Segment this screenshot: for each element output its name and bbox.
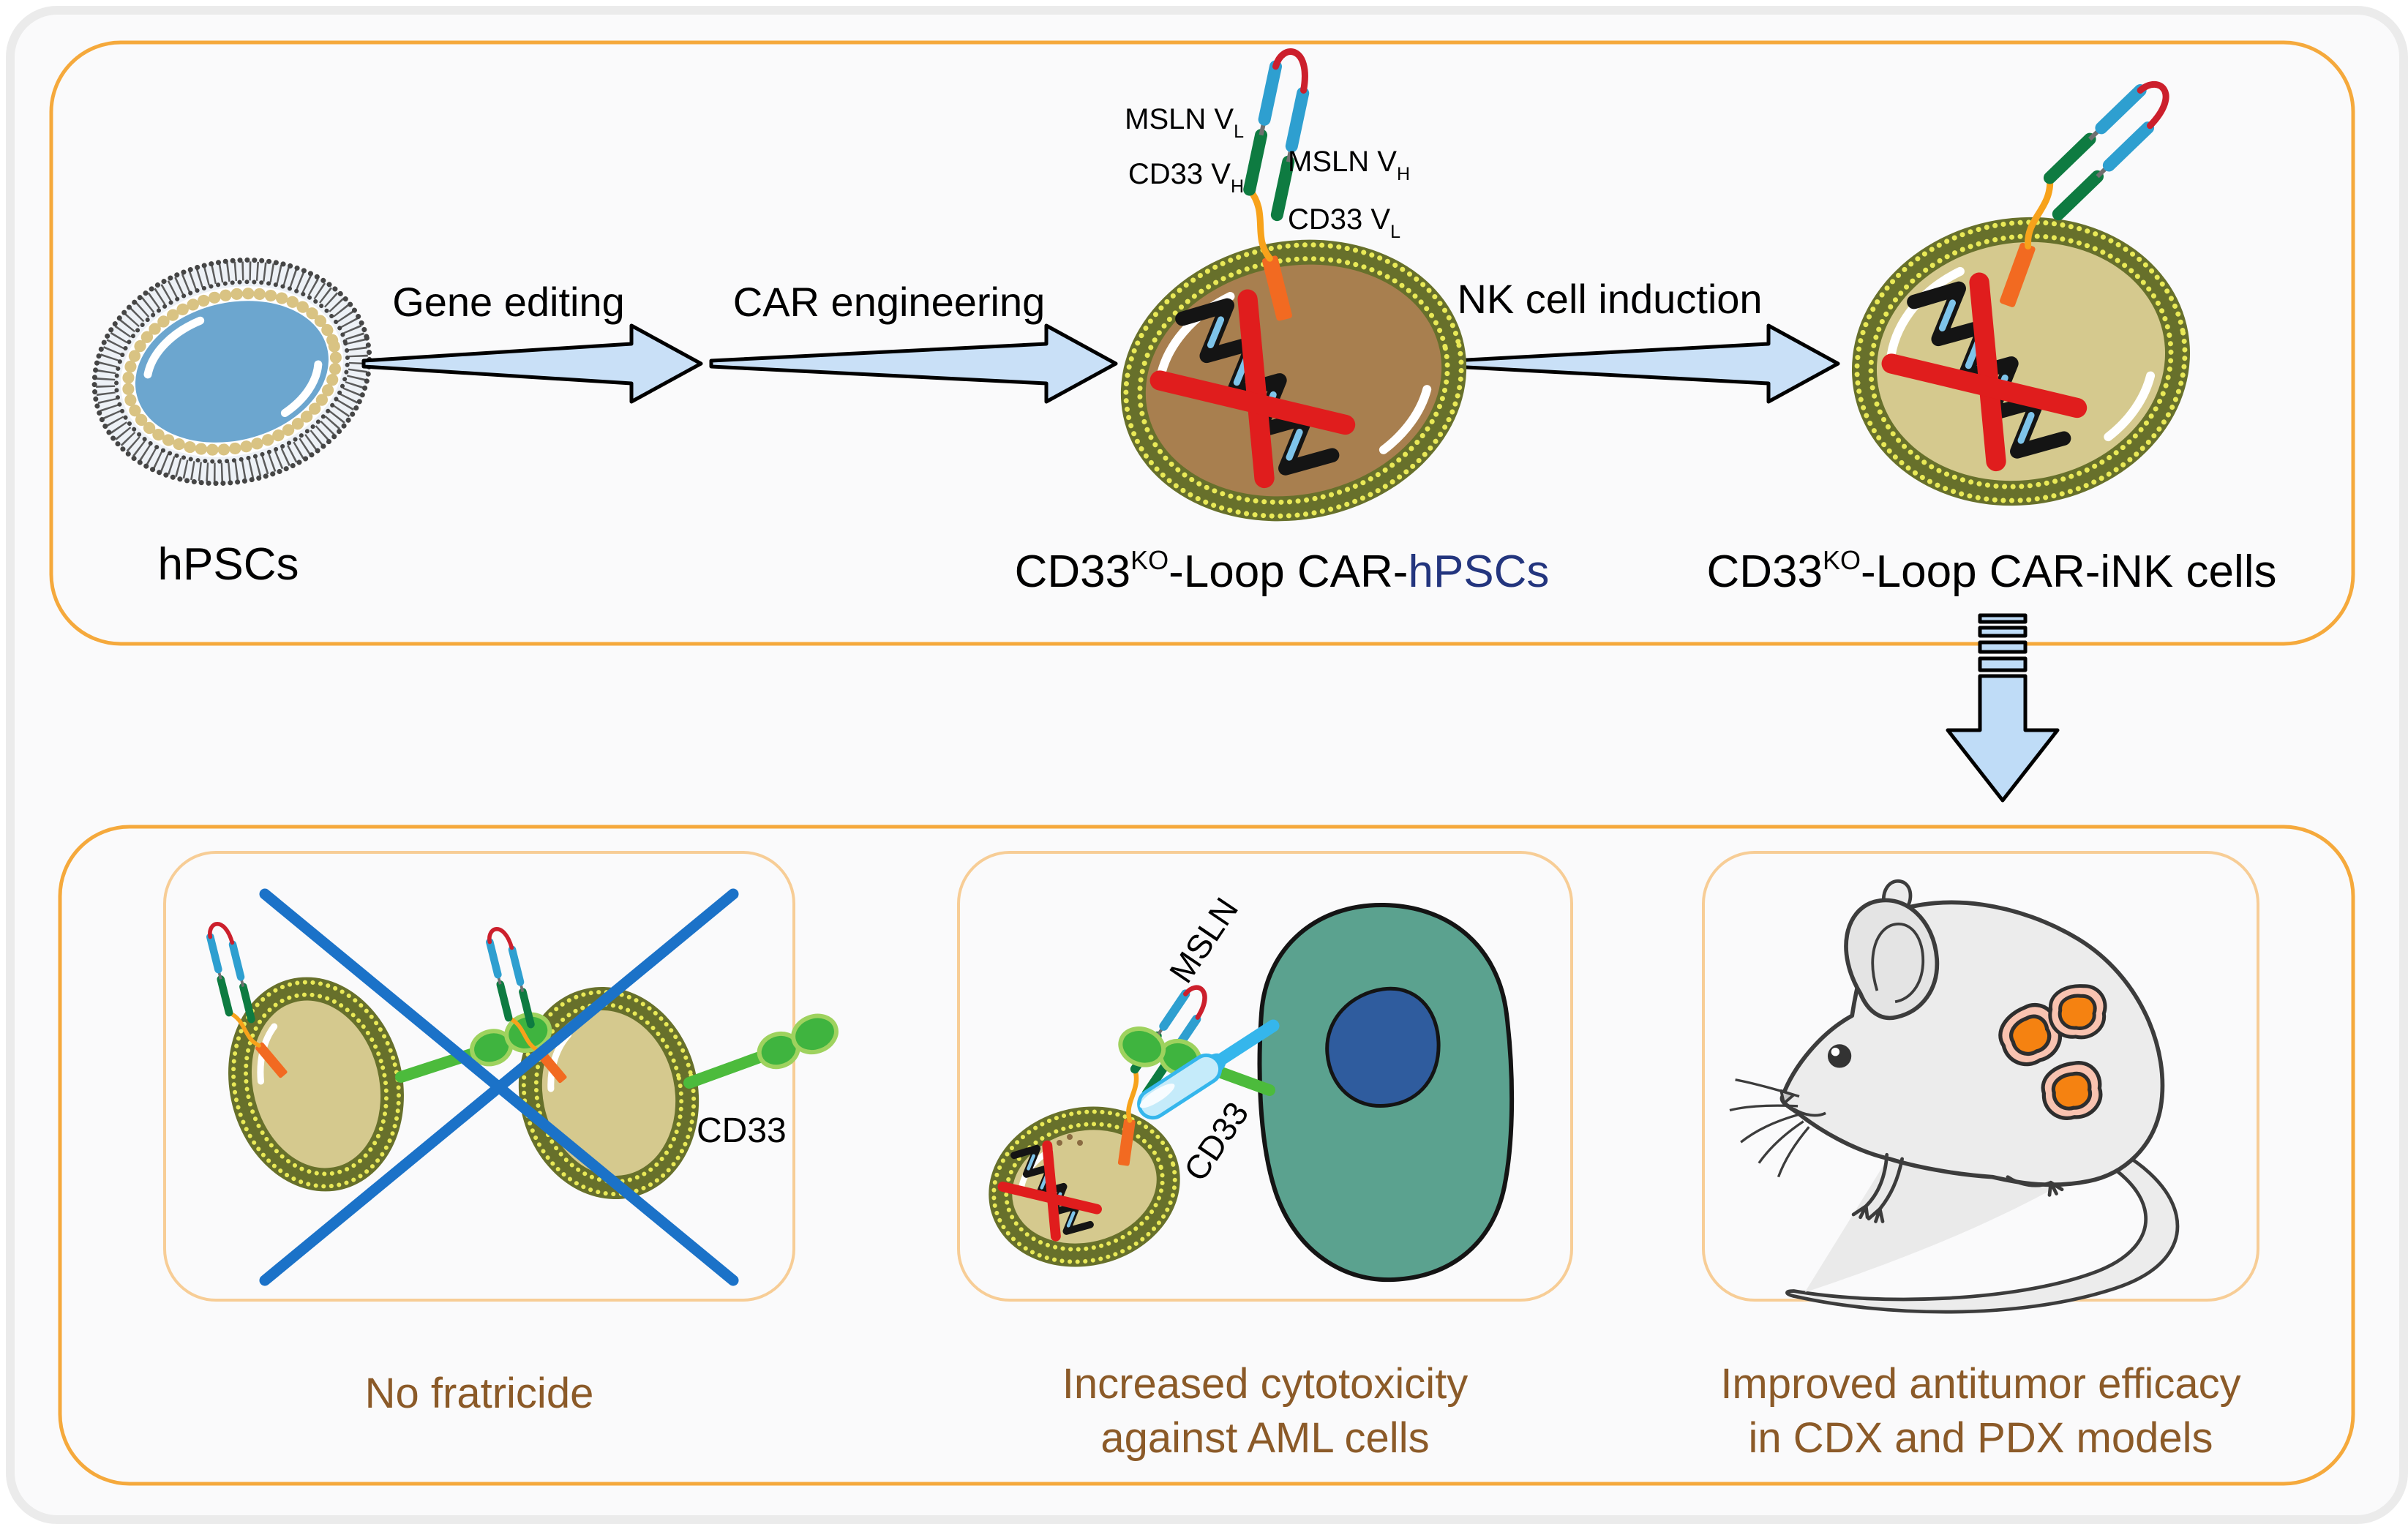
car-domain-labels-left: MSLN VL CD33 VH [1017, 94, 1244, 203]
caption-no-fratricide: No fratricide [364, 1370, 594, 1417]
caption-antitumor: Improved antitumor efficacy in CDX and P… [1720, 1357, 2240, 1465]
car-ink-label: CD33KO-Loop CAR-iNK cells [1706, 545, 2277, 598]
mouse-icon [1729, 879, 2180, 1314]
msln-vh-sub: H [1396, 164, 1410, 184]
msln-vl-label: MSLN V [1125, 103, 1234, 135]
hpsc-cell-icon [91, 257, 372, 487]
car-hpsc-cell-icon [1120, 42, 1467, 522]
caption-antitumor-line2: in CDX and PDX models [1748, 1414, 2213, 1462]
step-car-engineering: CAR engineering [732, 279, 1046, 325]
mouse-whiskers-icon [1729, 1078, 1810, 1178]
cd33-vl-sub: L [1390, 222, 1400, 242]
cytotoxicity-subpanel-border [957, 851, 1573, 1302]
car-hpsc-label-mid: -Loop CAR- [1169, 547, 1409, 597]
top-panel-border [49, 40, 2355, 646]
msln-vh-label: MSLN V [1288, 146, 1397, 178]
caption-cytotoxicity-line2: against AML cells [1100, 1414, 1430, 1462]
fratricide-subpanel-border [163, 851, 795, 1302]
mouse-tail-icon [1785, 1136, 2180, 1314]
car-domain-labels-right: MSLN VH CD33 VL [1288, 135, 1410, 250]
hpsc-label: hPSCs [157, 539, 299, 590]
car-hpsc-label-base: CD33 [1014, 547, 1131, 597]
fratricide-cross-icon [259, 888, 739, 1286]
ink-cell-icon [1852, 53, 2190, 506]
bottom-panel-border [58, 825, 2355, 1486]
cd33-receptor-icon [682, 1010, 841, 1097]
car-hpsc-label-highlight: hPSCs [1408, 547, 1550, 597]
mouse-legs-icon [1851, 1152, 2064, 1223]
cd33-vh-label: CD33 V [1128, 158, 1231, 190]
cd33-vl-label: CD33 V [1288, 203, 1391, 236]
car-ink-label-sup: KO [1822, 545, 1861, 575]
cytotoxicity-panel-art [989, 902, 1515, 1283]
car-ink-label-base: CD33 [1706, 547, 1823, 597]
ink-cell-icon [228, 977, 404, 1192]
msln-vl-sub: L [1234, 121, 1244, 142]
fratricide-panel-art [173, 888, 841, 1286]
gene-editing-arrow-icon [361, 323, 703, 404]
aml-nucleus-icon [1325, 986, 1441, 1108]
mouse-body [1779, 900, 2165, 1187]
msln-receptor-icon [1137, 1019, 1280, 1120]
car-ink-label-rest: -Loop CAR-iNK cells [1861, 547, 2277, 597]
cd33-antigen-label: CD33 [697, 1111, 787, 1150]
caption-cytotoxicity-line1: Increased cytotoxicity [1062, 1360, 1469, 1408]
car-hpsc-label: CD33KO-Loop CAR-hPSCs [1014, 545, 1550, 598]
car-hpsc-label-sup: KO [1130, 545, 1169, 575]
step-gene-editing: Gene editing [392, 279, 625, 325]
mouse-eye-icon [1827, 1044, 1852, 1068]
caption-antitumor-line1: Improved antitumor efficacy [1720, 1360, 2241, 1408]
nk-induction-arrow-icon [1450, 323, 1840, 404]
step-nk-induction: NK cell induction [1457, 276, 1763, 322]
car-engineering-arrow-icon [709, 323, 1118, 404]
cd33-vh-sub: H [1230, 176, 1244, 197]
caption-cytotoxicity: Increased cytotoxicity against AML cells [1062, 1357, 1468, 1465]
induction-down-arrow-icon [1946, 613, 2060, 803]
granule-dots-icon [1057, 1134, 1083, 1146]
